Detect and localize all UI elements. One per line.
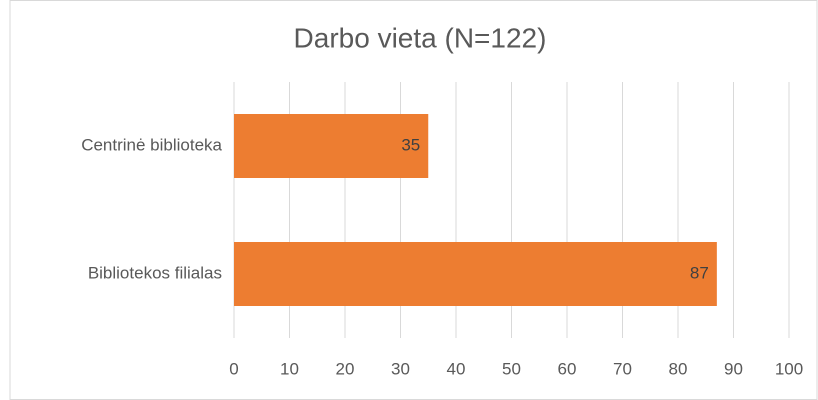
chart-frame — [9, 0, 818, 400]
bar — [234, 114, 429, 178]
x-tick-label: 90 — [724, 359, 743, 378]
x-tick-label: 80 — [669, 359, 688, 378]
x-tick-label: 70 — [613, 359, 632, 378]
x-tick-label: 50 — [502, 359, 521, 378]
x-tick-label: 100 — [775, 359, 803, 378]
x-tick-label: 30 — [391, 359, 410, 378]
bar — [234, 242, 717, 306]
x-tick-label: 20 — [336, 359, 355, 378]
data-label: 35 — [401, 135, 420, 154]
chart-title: Darbo vieta (N=122) — [294, 22, 547, 53]
x-tick-label: 60 — [558, 359, 577, 378]
x-tick-label: 10 — [280, 359, 299, 378]
x-tick-label: 0 — [229, 359, 238, 378]
y-tick-label: Bibliotekos filialas — [88, 263, 222, 282]
x-tick-label: 40 — [447, 359, 466, 378]
y-tick-label: Centrinė biblioteka — [81, 135, 222, 154]
data-label: 87 — [690, 263, 709, 282]
